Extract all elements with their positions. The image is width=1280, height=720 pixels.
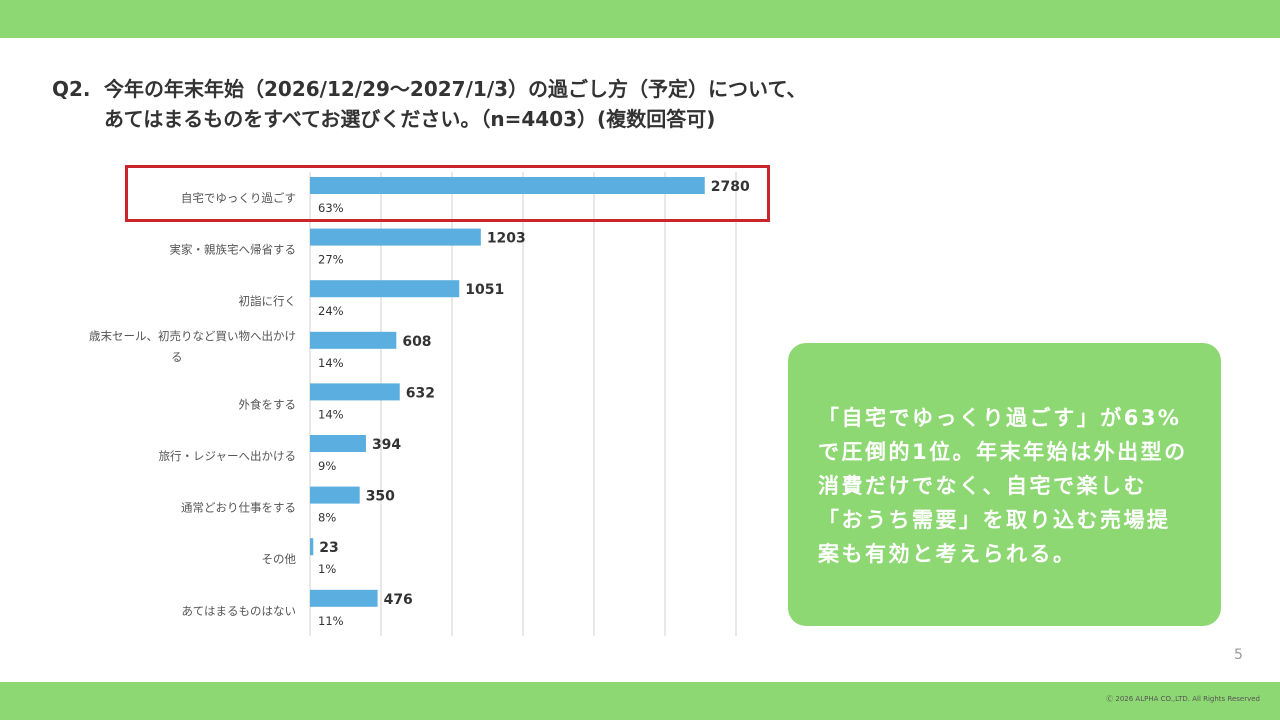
category-label: 実家・親族宅へ帰省する [170, 243, 297, 257]
top-band [0, 0, 1280, 38]
category-label: る [171, 350, 183, 364]
bar [310, 280, 460, 298]
bar [310, 177, 705, 194]
value-label: 476 [384, 592, 413, 608]
bar [310, 331, 397, 349]
copyright-text: Ⓒ 2026 ALPHA CO.,LTD. All Rights Reserve… [1106, 695, 1260, 703]
title-line-1: Q2. 今年の年末年始（2026/12/29～2027/1/3）の過ごし方（予定）… [52, 74, 1052, 104]
value-label: 1203 [487, 231, 526, 247]
chart-bars [310, 177, 705, 607]
percent-label: 24% [318, 304, 344, 318]
value-label: 23 [319, 540, 338, 556]
question-number: Q2. [52, 77, 91, 101]
bar [310, 228, 481, 246]
bar-chart: 2780 63% 自宅でゆっくり過ごす 1203 27% 実家・親族宅へ帰省する 1051 2… [89, 172, 750, 636]
category-label: 歳末セール、初売りなど買い物へ出かけ [89, 329, 296, 343]
value-label: 608 [402, 334, 431, 350]
bar [310, 589, 378, 607]
title-text-1: 今年の年末年始（2026/12/29～2027/1/3）の過ごし方（予定）につい… [104, 77, 807, 101]
value-label: 2780 [711, 179, 750, 195]
percent-label: 14% [318, 407, 344, 421]
category-label: 旅行・レジャーへ出かける [159, 449, 296, 463]
callout-text: 「自宅でゆっくり過ごす」が63%で圧倒的1位。年末年始は外出型の消費だけでなく、… [818, 406, 1188, 566]
bar [310, 538, 314, 556]
bottom-band [0, 682, 1280, 720]
category-label: 通常どおり仕事をする [181, 501, 296, 515]
chart-gridlines [309, 172, 737, 636]
percent-label: 27% [318, 253, 344, 267]
category-label: 初詣に行く [239, 294, 297, 308]
bar [310, 383, 400, 401]
percent-label: 9% [318, 459, 336, 473]
category-label: あてはまるものはない [181, 604, 296, 618]
value-label: 632 [406, 385, 435, 401]
value-label: 350 [366, 489, 395, 505]
percent-label: 8% [318, 511, 336, 525]
value-label: 1051 [465, 282, 504, 298]
category-label: その他 [262, 552, 297, 566]
percent-label: 1% [318, 562, 336, 576]
chart-labels: 2780 63% 自宅でゆっくり過ごす 1203 27% 実家・親族宅へ帰省する 1051 2… [89, 179, 750, 628]
percent-label: 11% [318, 614, 344, 628]
category-label: 自宅でゆっくり過ごす [181, 191, 296, 205]
callout-box: 「自宅でゆっくり過ごす」が63%で圧倒的1位。年末年始は外出型の消費だけでなく、… [788, 343, 1221, 626]
highlight-box [125, 165, 770, 222]
value-label: 394 [372, 437, 401, 453]
page-number: 5 [1234, 647, 1243, 663]
percent-label: 63% [318, 201, 344, 215]
category-label: 外食をする [239, 397, 297, 411]
bar [310, 435, 366, 452]
question-title: Q2. 今年の年末年始（2026/12/29～2027/1/3）の過ごし方（予定）… [52, 74, 1052, 134]
title-line-2: あてはまるものをすべてお選びください。（n=4403）(複数回答可) [104, 107, 716, 131]
percent-label: 14% [318, 356, 344, 370]
bar [310, 486, 360, 504]
